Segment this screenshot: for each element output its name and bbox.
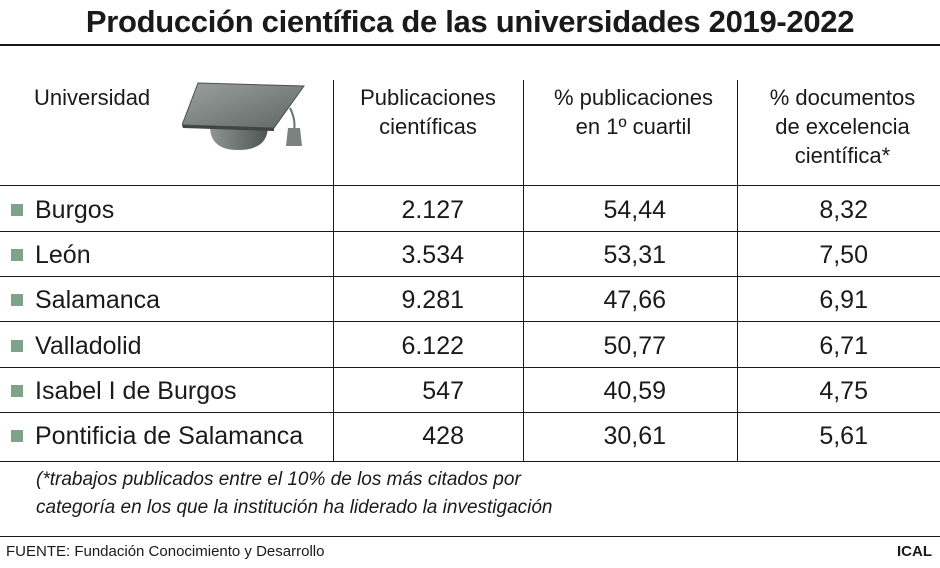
row-university: Pontificia de Salamanca xyxy=(35,422,304,450)
table-row: Valladolid 6.122 50,77 6,71 xyxy=(0,324,940,369)
row-separator xyxy=(0,412,940,413)
graduation-cap-icon xyxy=(182,82,305,150)
row-primer-cuartil: 53,31 xyxy=(603,241,666,269)
row-excelencia: 8,32 xyxy=(819,196,868,224)
header-primer-cuartil: % publicaciones en 1º cuartil xyxy=(554,85,713,139)
column-separator xyxy=(333,80,334,462)
row-primer-cuartil: 47,66 xyxy=(603,286,666,314)
table-bottom-rule xyxy=(0,461,940,462)
row-publicaciones: 547 xyxy=(422,377,464,405)
footnote-line: (*trabajos publicados entre el 10% de lo… xyxy=(36,469,521,490)
row-publicaciones: 2.127 xyxy=(401,196,464,224)
row-primer-cuartil: 54,44 xyxy=(603,196,666,224)
row-excelencia: 5,61 xyxy=(819,422,868,450)
table-row: Salamanca 9.281 47,66 6,91 xyxy=(0,278,940,323)
row-publicaciones: 428 xyxy=(422,422,464,450)
header-publicaciones: Publicaciones científicas xyxy=(360,85,496,139)
row-university: Salamanca xyxy=(35,286,161,314)
row-bullet xyxy=(11,249,23,261)
row-bullet xyxy=(11,294,23,306)
header-rule xyxy=(0,185,940,186)
table-row: León 3.534 53,31 7,50 xyxy=(0,233,940,278)
row-bullet xyxy=(11,430,23,442)
column-separator xyxy=(737,80,738,462)
table-row: Pontificia de Salamanca 428 30,61 5,61 xyxy=(0,414,940,459)
table-row: Isabel I de Burgos 547 40,59 4,75 xyxy=(0,369,940,414)
column-separator xyxy=(523,80,524,462)
row-publicaciones: 9.281 xyxy=(401,286,464,314)
row-university: León xyxy=(35,241,91,269)
agency-credit: ICAL xyxy=(897,543,932,560)
row-publicaciones: 6.122 xyxy=(401,332,464,360)
row-excelencia: 7,50 xyxy=(819,241,868,269)
row-university: Burgos xyxy=(35,196,115,224)
table-row: Burgos 2.127 54,44 8,32 xyxy=(0,188,940,233)
row-separator xyxy=(0,321,940,322)
source-credit: FUENTE: Fundación Conocimiento y Desarro… xyxy=(6,543,325,560)
row-university: Valladolid xyxy=(35,332,142,360)
header-excelencia: % documentos de excelencia científica* xyxy=(769,85,916,168)
row-primer-cuartil: 40,59 xyxy=(603,377,666,405)
row-bullet xyxy=(11,204,23,216)
row-separator xyxy=(0,276,940,277)
row-bullet xyxy=(11,340,23,352)
row-separator xyxy=(0,367,940,368)
row-primer-cuartil: 30,61 xyxy=(603,422,666,450)
footer-rule xyxy=(0,536,940,537)
chart-title: Producción científica de las universidad… xyxy=(85,4,855,39)
row-publicaciones: 3.534 xyxy=(401,241,464,269)
row-primer-cuartil: 50,77 xyxy=(603,332,666,360)
header-universidad: Universidad xyxy=(34,85,151,110)
row-excelencia: 6,91 xyxy=(819,286,868,314)
row-excelencia: 4,75 xyxy=(819,377,868,405)
row-separator xyxy=(0,231,940,232)
row-university: Isabel I de Burgos xyxy=(35,377,237,405)
row-excelencia: 6,71 xyxy=(819,332,868,360)
title-rule xyxy=(0,44,940,46)
footnote-line: categoría en los que la institución ha l… xyxy=(36,497,553,518)
footnote: (*trabajos publicados entre el 10% de lo… xyxy=(36,466,553,522)
row-bullet xyxy=(11,385,23,397)
